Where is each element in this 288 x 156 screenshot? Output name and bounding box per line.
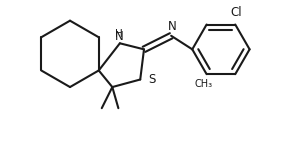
- Text: N: N: [168, 20, 176, 33]
- Text: S: S: [148, 73, 155, 86]
- Text: Cl: Cl: [230, 6, 242, 19]
- Text: H: H: [115, 29, 123, 39]
- Text: CH₃: CH₃: [194, 79, 213, 89]
- Text: N: N: [115, 29, 124, 43]
